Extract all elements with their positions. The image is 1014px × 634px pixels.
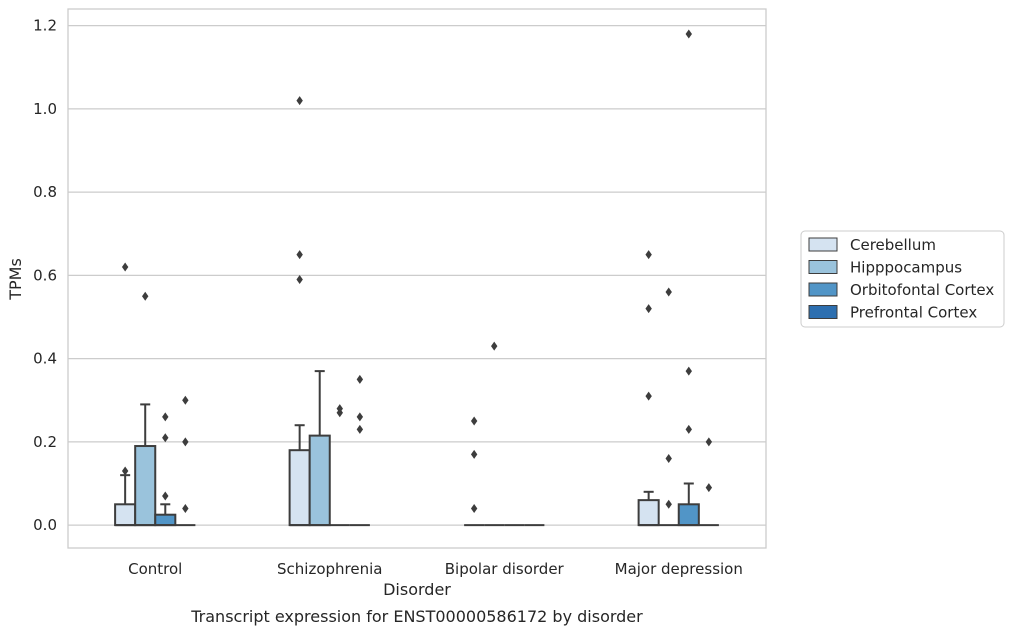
x-tick-labels: Control Schizophrenia Bipolar disorder Majo… xyxy=(128,560,743,578)
outlier-point xyxy=(296,275,303,285)
legend-label: Cerebellum xyxy=(850,236,936,254)
outlier-point xyxy=(356,374,364,384)
box xyxy=(637,499,660,527)
legend-swatch xyxy=(808,260,838,274)
y-tick-label: 1.0 xyxy=(33,100,57,118)
box xyxy=(677,503,700,527)
outlier-point xyxy=(665,287,672,297)
legend-label: Hipppocampus xyxy=(850,259,962,277)
outlier-point xyxy=(296,250,303,260)
box xyxy=(114,503,137,527)
legend-swatch xyxy=(808,282,838,297)
box xyxy=(288,449,311,527)
outlier-point xyxy=(665,499,672,509)
y-tick-label: 0.6 xyxy=(33,266,57,284)
legend: Cerebellum Hipppocampus Orbitofontal Corte… xyxy=(800,230,1005,328)
outlier-point xyxy=(470,416,478,426)
box xyxy=(154,513,177,527)
grid-lines xyxy=(68,25,766,526)
outlier-point xyxy=(645,391,652,401)
outlier-point xyxy=(296,96,303,106)
outlier-point xyxy=(356,424,364,434)
outlier-point xyxy=(336,404,343,414)
outlier-point xyxy=(182,395,189,405)
outlier-point xyxy=(162,491,169,501)
chart-marks xyxy=(114,29,719,527)
legend-swatch xyxy=(808,305,838,319)
outlier-point xyxy=(182,503,189,513)
box xyxy=(134,445,157,527)
legend-label: Prefrontal Cortex xyxy=(850,304,977,322)
outlier-point xyxy=(121,466,129,476)
outlier-point xyxy=(705,483,713,493)
outlier-point xyxy=(356,412,364,422)
outlier-point xyxy=(470,503,478,513)
x-tick-label: Major depression xyxy=(615,560,743,578)
x-tick-label: Bipolar disorder xyxy=(445,560,565,578)
x-tick-label: Schizophrenia xyxy=(277,560,382,578)
y-tick-label: 0.2 xyxy=(33,433,57,451)
y-tick-labels: 0.0 0.2 0.4 0.6 0.8 1.0 1.2 xyxy=(33,17,57,534)
outlier-point xyxy=(491,341,498,351)
y-tick-label: 0.4 xyxy=(33,350,57,368)
outlier-point xyxy=(142,291,149,301)
outlier-point xyxy=(470,449,478,459)
y-tick-label: 0.8 xyxy=(33,183,57,201)
outlier-point xyxy=(645,250,652,260)
plot-frame xyxy=(67,8,767,549)
outlier-point xyxy=(685,29,692,39)
y-tick-label: 1.2 xyxy=(33,17,57,35)
outlier-point xyxy=(665,454,672,464)
legend-swatch xyxy=(808,237,838,252)
outlier-point xyxy=(182,437,189,447)
box xyxy=(308,434,331,527)
y-tick-label: 0.0 xyxy=(33,516,57,534)
chart-caption: Transcript expression for ENST0000058617… xyxy=(190,607,643,626)
outlier-point xyxy=(685,366,692,376)
outlier-point xyxy=(121,262,129,272)
y-axis-title: TPMs xyxy=(6,258,25,301)
x-axis-title: Disorder xyxy=(383,580,451,599)
legend-label: Orbitofontal Cortex xyxy=(850,281,994,299)
legend-frame xyxy=(800,230,1005,328)
outlier-point xyxy=(685,424,692,434)
outlier-point xyxy=(162,433,169,443)
x-tick-label: Control xyxy=(128,560,182,578)
outlier-point xyxy=(705,437,713,447)
outlier-point xyxy=(645,304,652,314)
outlier-point xyxy=(162,412,169,422)
